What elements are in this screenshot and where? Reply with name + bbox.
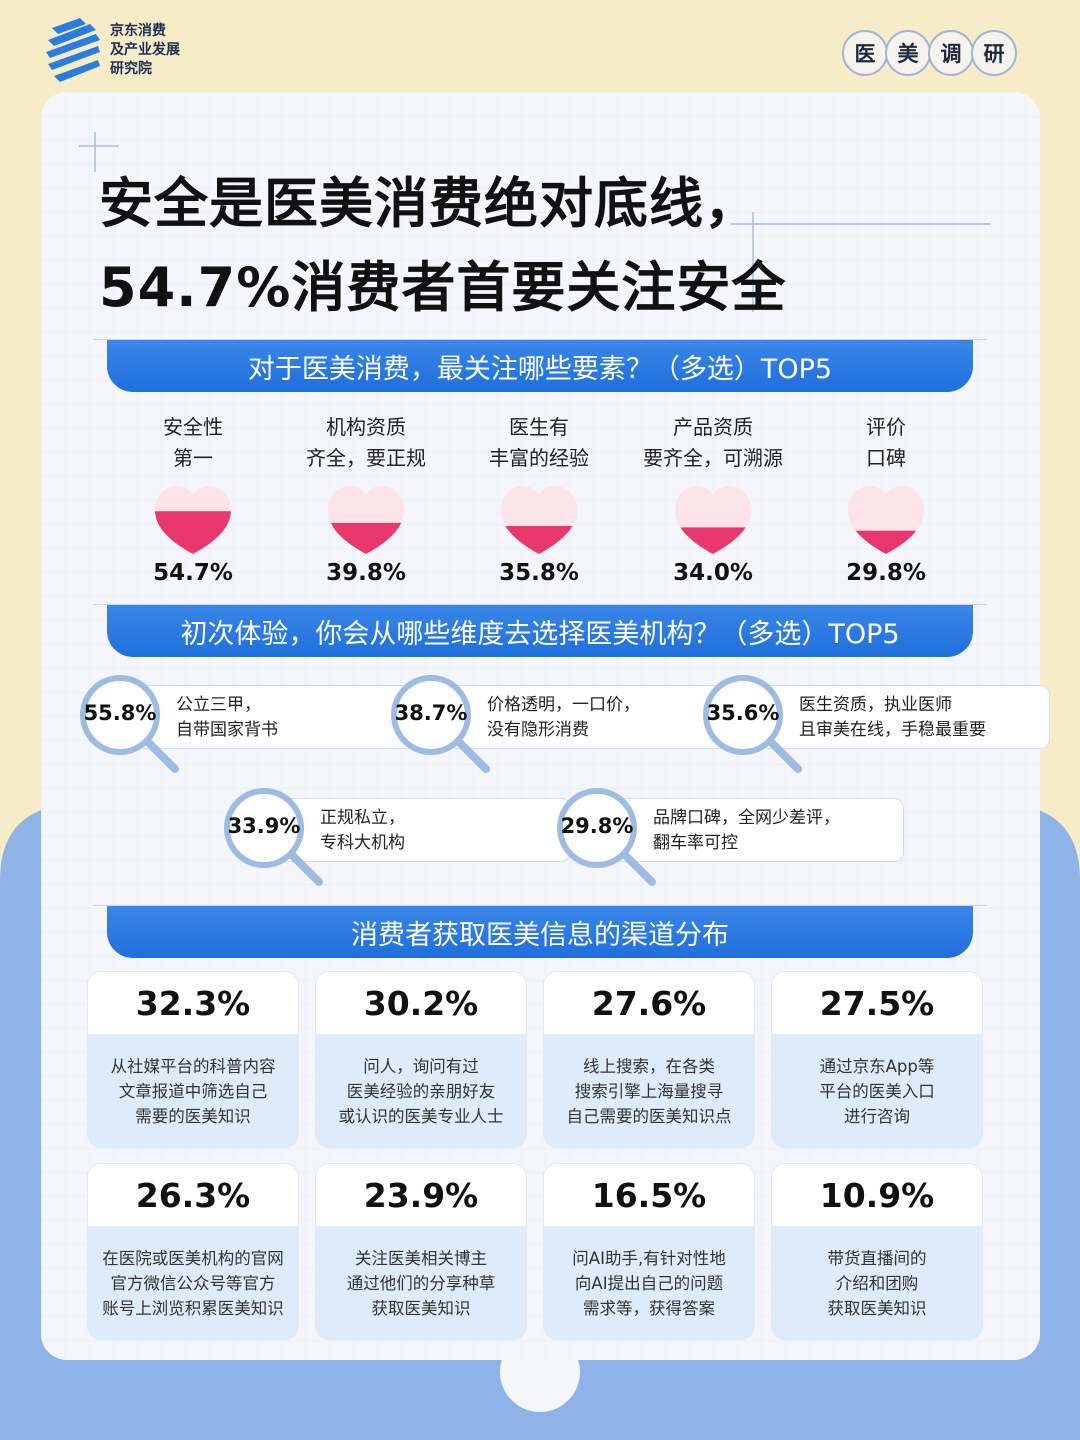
criterion-label: 品牌口碑，全网少差评， 翻车率可控 bbox=[614, 798, 904, 862]
heart-value: 29.8% bbox=[846, 560, 926, 586]
channel-description: 从社媒平台的科普内容 文章报道中筛选自己 需要的医美知识 bbox=[88, 1034, 298, 1147]
channel-value: 32.3% bbox=[135, 983, 251, 1023]
tag-1: 医 bbox=[842, 30, 888, 76]
brand-logo: 京东消费 及产业发展 研究院 bbox=[44, 18, 180, 82]
channel-card: 23.9% 关注医美相关博主 通过他们的分享种草 获取医美知识 bbox=[315, 1163, 527, 1340]
title-line-1: 安全是医美消费绝对底线， bbox=[99, 172, 759, 235]
magnifier-icon bbox=[391, 675, 490, 773]
channel-value: 30.2% bbox=[363, 983, 479, 1023]
section3-line bbox=[93, 905, 987, 906]
channel-description: 问人，询问有过 医美经验的亲朋好友 或认识的医美专业人士 bbox=[316, 1034, 526, 1147]
criterion-label: 正规私立， 专科大机构 bbox=[281, 798, 571, 862]
criterion-value: 55.8% bbox=[83, 701, 157, 725]
page-title: 安全是医美消费绝对底线， 54.7%消费者首要关注安全 bbox=[99, 162, 786, 330]
channel-value: 26.3% bbox=[135, 1175, 251, 1215]
heart-label: 产品资质 要齐全，可溯源 bbox=[643, 415, 783, 470]
heart-icon bbox=[501, 486, 577, 554]
tag-3: 调 bbox=[928, 30, 974, 76]
heart-icon bbox=[155, 486, 231, 554]
channel-value: 23.9% bbox=[363, 1175, 479, 1215]
tag-4: 研 bbox=[971, 30, 1017, 76]
channel-value: 27.6% bbox=[591, 983, 707, 1023]
heart-value: 54.7% bbox=[153, 560, 233, 586]
channel-value: 16.5% bbox=[591, 1175, 707, 1215]
criterion-value: 38.7% bbox=[394, 701, 468, 725]
channel-description: 通过京东App等 平台的医美入口 进行咨询 bbox=[772, 1034, 982, 1147]
channel-card: 10.9% 带货直播间的 介绍和团购 获取医美知识 bbox=[771, 1163, 983, 1340]
channel-card: 32.3% 从社媒平台的科普内容 文章报道中筛选自己 需要的医美知识 bbox=[87, 971, 299, 1148]
heart-icon bbox=[675, 486, 751, 554]
heart-fill-bar bbox=[675, 527, 751, 554]
section2-heading: 初次体验，你会从哪些维度去选择医美机构？（多选）TOP5 bbox=[107, 605, 973, 657]
criterion-value: 35.6% bbox=[706, 701, 780, 725]
magnifier-icon bbox=[80, 675, 179, 773]
heart-item: 评价 口碑 29.8% bbox=[799, 412, 973, 586]
magnifier-icon bbox=[557, 788, 656, 886]
section2-line bbox=[93, 604, 987, 605]
criterion-value: 33.9% bbox=[227, 814, 301, 838]
logo-stripes-icon bbox=[46, 18, 100, 82]
criterion-label: 价格透明，一口价， 没有隐形消费 bbox=[448, 685, 738, 749]
channel-card: 26.3% 在医院或医美机构的官网 官方微信公众号等官方 账号上浏览积累医美知识 bbox=[87, 1163, 299, 1340]
heart-fill-bar bbox=[501, 526, 577, 554]
topic-tags: 医 美 调 研 bbox=[842, 30, 1017, 76]
heart-item: 医生有 丰富的经验 35.8% bbox=[452, 412, 626, 586]
title-line-2: 54.7%消费者首要关注安全 bbox=[99, 256, 787, 319]
magnifier-icon bbox=[224, 788, 323, 886]
brand-name-line-1: 京东消费 bbox=[110, 22, 166, 39]
channel-description: 线上搜索，在各类 搜索引擎上海量搜寻 自己需要的医美知识点 bbox=[544, 1034, 754, 1147]
channel-card: 27.5% 通过京东App等 平台的医美入口 进行咨询 bbox=[771, 971, 983, 1148]
heart-icon bbox=[328, 486, 404, 554]
heart-value: 34.0% bbox=[673, 560, 753, 586]
heart-fill-bar bbox=[328, 522, 404, 554]
section1-line bbox=[93, 339, 987, 340]
heart-value: 35.8% bbox=[499, 560, 579, 586]
channel-value: 27.5% bbox=[819, 983, 935, 1023]
channel-card: 27.6% 线上搜索，在各类 搜索引擎上海量搜寻 自己需要的医美知识点 bbox=[543, 971, 755, 1148]
criterion-label: 公立三甲， 自带国家背书 bbox=[137, 685, 427, 749]
tag-2: 美 bbox=[885, 30, 931, 76]
heart-item: 安全性 第一 54.7% bbox=[106, 412, 280, 586]
heart-fill-bar bbox=[848, 530, 924, 554]
heart-item: 产品资质 要齐全，可溯源 34.0% bbox=[626, 412, 800, 586]
channel-description: 在医院或医美机构的官网 官方微信公众号等官方 账号上浏览积累医美知识 bbox=[88, 1226, 298, 1339]
brand-name-line-3: 研究院 bbox=[110, 60, 152, 77]
heart-label: 医生有 丰富的经验 bbox=[489, 415, 589, 470]
heart-fill-bar bbox=[155, 511, 231, 554]
channel-description: 关注医美相关博主 通过他们的分享种草 获取医美知识 bbox=[316, 1226, 526, 1339]
channel-description: 问AI助手,有针对性地 向AI提出自己的问题 需求等，获得答案 bbox=[544, 1226, 754, 1339]
section1-heading: 对于医美消费，最关注哪些要素？（多选）TOP5 bbox=[107, 340, 973, 392]
heart-label: 评价 口碑 bbox=[866, 415, 906, 470]
criterion-label: 医生资质，执业医师 且审美在线，手稳最重要 bbox=[760, 685, 1050, 749]
magnifier-icon bbox=[703, 675, 802, 773]
brand-name-line-2: 及产业发展 bbox=[110, 41, 180, 58]
channel-card: 30.2% 问人，询问有过 医美经验的亲朋好友 或认识的医美专业人士 bbox=[315, 971, 527, 1148]
main-card: 安全是医美消费绝对底线， 54.7%消费者首要关注安全 对于医美消费，最关注哪些… bbox=[41, 92, 1050, 1360]
heart-value: 39.8% bbox=[326, 560, 406, 586]
criterion-value: 29.8% bbox=[560, 814, 634, 838]
heart-item: 机构资质 齐全，要正规 39.8% bbox=[279, 412, 453, 586]
heart-label: 机构资质 齐全，要正规 bbox=[306, 415, 426, 470]
heart-label: 安全性 第一 bbox=[163, 415, 223, 470]
section3-heading: 消费者获取医美信息的渠道分布 bbox=[107, 906, 973, 958]
heart-icon bbox=[848, 486, 924, 554]
channel-description: 带货直播间的 介绍和团购 获取医美知识 bbox=[772, 1226, 982, 1339]
channel-value: 10.9% bbox=[819, 1175, 935, 1215]
channel-card: 16.5% 问AI助手,有针对性地 向AI提出自己的问题 需求等，获得答案 bbox=[543, 1163, 755, 1340]
